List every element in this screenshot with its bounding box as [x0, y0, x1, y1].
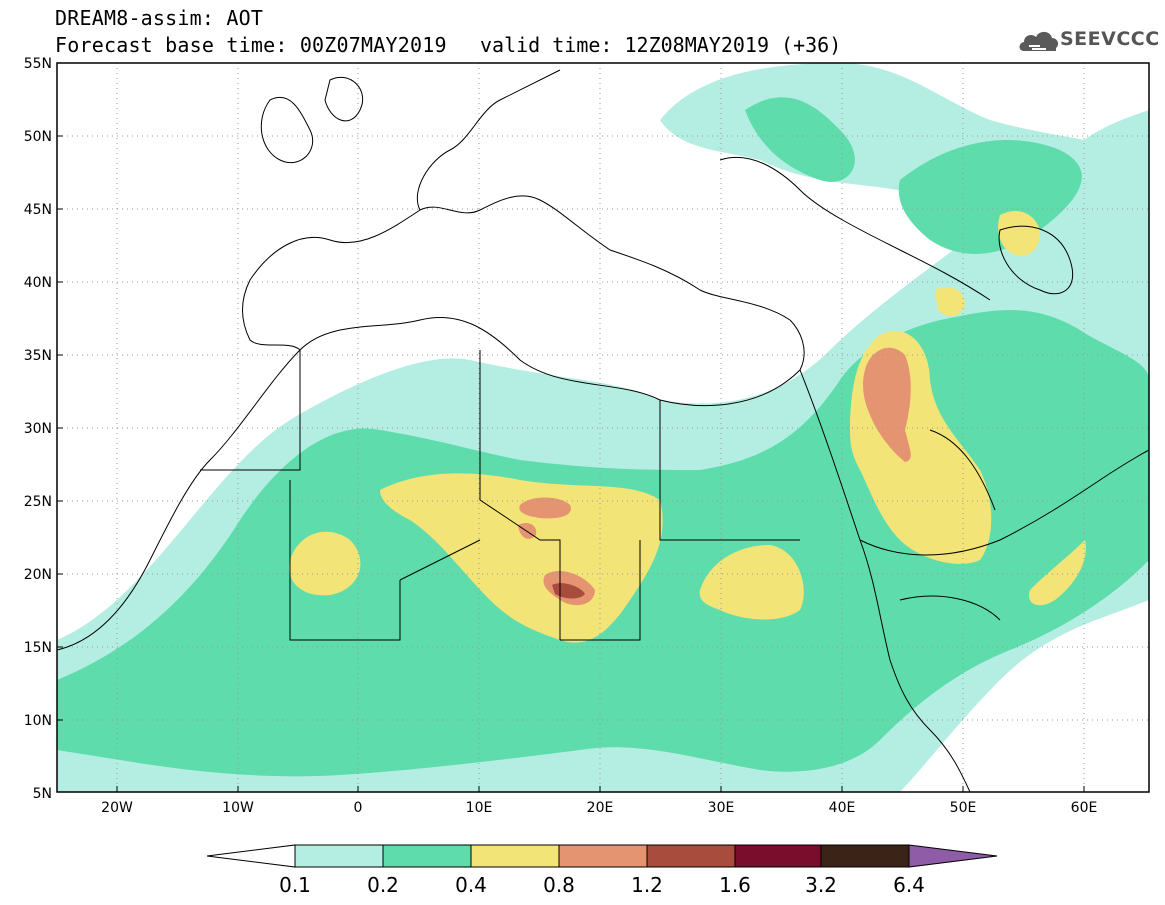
- colorbar-over-arrow: [908, 844, 998, 868]
- lon-tick-label: 60E: [1071, 800, 1098, 816]
- lon-tick-label: 50E: [950, 800, 977, 816]
- lon-tick-label: 30E: [708, 800, 735, 816]
- lat-tick-label: 15N: [24, 640, 52, 656]
- base-time-label: Forecast base time: 00Z07MAY2019: [55, 33, 447, 57]
- lat-tick-label: 30N: [24, 421, 52, 437]
- lon-tick-labels: 20W 10W 0 10E 20E 30E 40E 50E 60E: [101, 800, 1097, 816]
- aot-fields: [57, 63, 1149, 792]
- valid-time-label: valid time: 12Z08MAY2019 (+36): [480, 33, 842, 57]
- colorbar-label: 0.4: [455, 873, 487, 897]
- colorbar-swatch: [734, 844, 822, 868]
- lon-tick-label: 10W: [222, 800, 254, 816]
- colorbar-under-arrow: [206, 844, 296, 868]
- lat-tick-label: 45N: [24, 202, 52, 218]
- lat-tick-label: 40N: [24, 275, 52, 291]
- lon-tick-label: 20W: [101, 800, 133, 816]
- lat-tick-label: 25N: [24, 494, 52, 510]
- lat-tick-label: 5N: [33, 786, 52, 802]
- colorbar-label: 6.4: [893, 873, 925, 897]
- colorbar-label: 0.8: [543, 873, 575, 897]
- colorbar-label: 0.1: [279, 873, 311, 897]
- lon-tick-label: 0: [354, 800, 363, 816]
- lat-tick-label: 50N: [24, 129, 52, 145]
- colorbar-swatch: [558, 844, 648, 868]
- colorbar-label: 0.2: [367, 873, 399, 897]
- grid-lines: [57, 63, 1149, 792]
- lon-tick-label: 10E: [466, 800, 493, 816]
- lat-tick-label: 55N: [24, 56, 52, 72]
- chart-title: DREAM8-assim: AOT: [55, 6, 264, 30]
- colorbar-swatch: [646, 844, 736, 868]
- cloud-icon: [1019, 31, 1059, 51]
- colorbar: 0.1 0.2 0.4 0.8 1.2 1.6 3.2 6.4: [206, 844, 998, 897]
- tick-marks: [57, 135, 1085, 792]
- coastlines: [57, 69, 1149, 792]
- lat-tick-label: 35N: [24, 348, 52, 364]
- lat-tick-label: 20N: [24, 567, 52, 583]
- lon-tick-label: 40E: [829, 800, 856, 816]
- logo-text: SEEVCCC: [1060, 28, 1160, 50]
- lat-tick-labels: 55N 50N 45N 40N 35N 30N 25N 20N 15N 10N …: [24, 56, 52, 802]
- colorbar-swatch: [294, 844, 384, 868]
- colorbar-label: 3.2: [805, 873, 837, 897]
- colorbar-label: 1.2: [631, 873, 663, 897]
- colorbar-swatch: [470, 844, 560, 868]
- colorbar-label: 1.6: [719, 873, 751, 897]
- colorbar-swatch: [382, 844, 472, 868]
- colorbar-swatch: [820, 844, 910, 868]
- lon-tick-label: 20E: [587, 800, 614, 816]
- lat-tick-label: 10N: [24, 713, 52, 729]
